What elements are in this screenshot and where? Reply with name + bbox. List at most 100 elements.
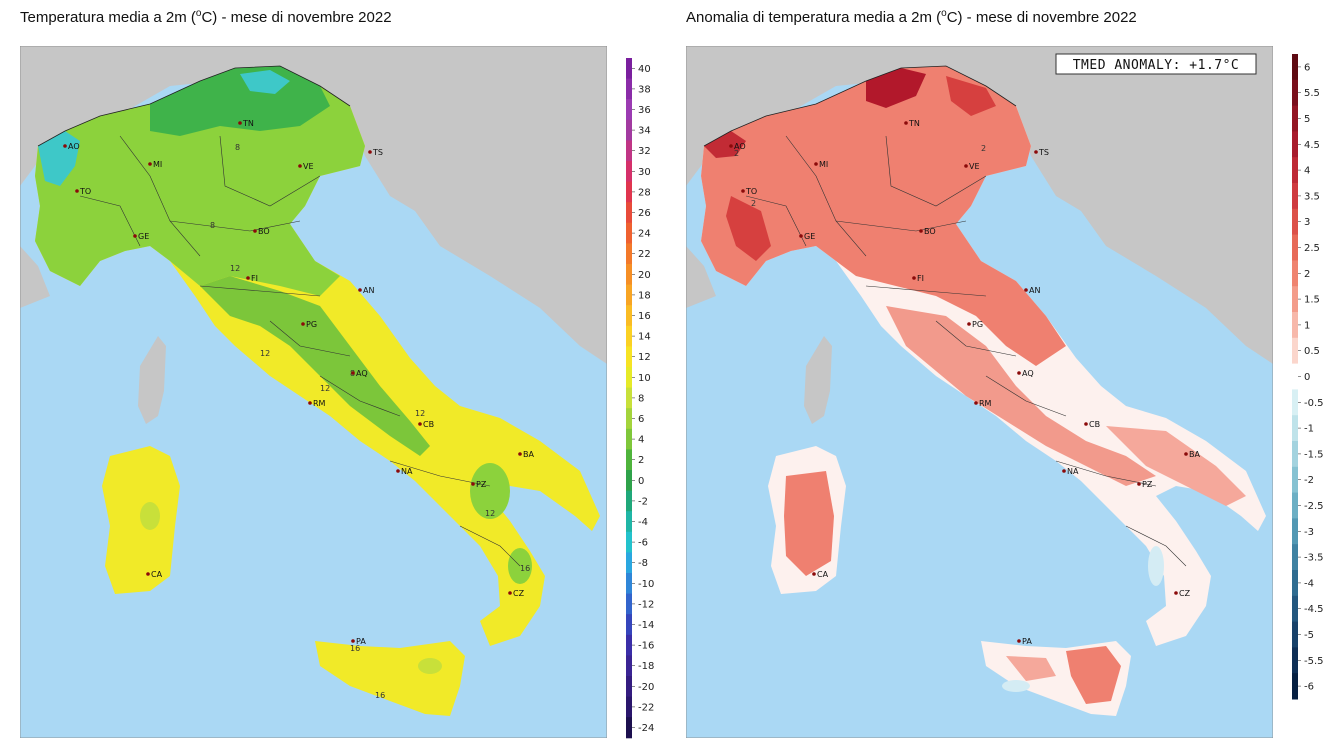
city-label-ve: VE [969,162,980,171]
city-dot-cz [1174,591,1178,595]
city-label-ge: GE [138,232,149,241]
city-dot-pz [1137,482,1141,486]
colorbar-swatch [1292,54,1298,81]
isoline-label: 8 [235,143,240,152]
colorbar-tick-label: -1.5 [1304,449,1324,460]
colorbar-swatch [626,490,632,512]
city-label-bo: BO [258,227,270,236]
isoline-label: 8 [210,221,215,230]
colorbar-swatch [626,161,632,183]
city-label-pg: PG [306,320,317,329]
city-dot-fi [912,276,916,280]
colorbar-tick-label: 2 [638,455,644,466]
temperature-map: 8 8 12 12 12 8 12 12 16 16 16 AOTNTSMIVE… [20,46,607,738]
city-dot-tn [238,121,242,125]
city-dot-ca [812,572,816,576]
colorbar-swatch [626,552,632,574]
isoline-label: 2 [751,199,756,208]
colorbar-swatch [1292,492,1298,519]
colorbar-tick-label: 8 [638,393,644,404]
city-dot-pg [967,322,971,326]
city-label-ts: TS [1038,148,1049,157]
colorbar-tick-label: -3.5 [1304,553,1324,564]
right-map-title: Anomalia di temperatura media a 2m (oC) … [686,8,1137,26]
city-dot-na [396,469,400,473]
colorbar-tick-label: 30 [638,167,651,178]
colorbar-tick-label: -18 [638,661,654,672]
city-dot-an [1024,288,1028,292]
colorbar-tick-label: 1.5 [1304,295,1320,306]
city-dot-an [358,288,362,292]
colorbar-swatch [1292,260,1298,287]
colorbar-swatch [626,573,632,595]
colorbar-tick-label: 28 [638,187,651,198]
anomaly-summary-box [1055,53,1257,75]
city-dot-cb [418,422,422,426]
colorbar-swatch [1292,647,1298,674]
colorbar-swatch [626,222,632,244]
city-dot-ba [1184,452,1188,456]
city-dot-bo [919,229,923,233]
city-label-ca: CA [151,570,163,579]
city-markers: AO TN TS MI VE TO GE BO FI AN PG AQ RM CB BA NA PZ CZ CA PA [729,119,1200,646]
colorbar-tick-label: 12 [638,352,651,363]
city-dot-ts [1034,150,1038,154]
city-dot-fi [246,276,250,280]
colorbar-tick-label: 5 [1304,114,1310,125]
city-dot-ba [518,452,522,456]
city-dot-cb [1084,422,1088,426]
colorbar-swatch [626,264,632,286]
city-label-na: NA [1067,467,1079,476]
colorbar-tick-label: -5 [1304,630,1314,641]
isoline-label: 16 [520,564,530,573]
colorbar-swatch [626,202,632,224]
city-dot-aq [351,371,355,375]
city-dot-ao [63,144,67,148]
city-label-pz: PZ [1142,480,1153,489]
city-dot-ge [799,234,803,238]
colorbar-tick-label: 6 [638,414,644,425]
colorbar-swatch [1292,131,1298,158]
neighbor-land [686,46,1273,364]
city-dot-ve [298,164,302,168]
colorbar-tick-label: -3 [1304,527,1314,538]
colorbar-swatch [1292,389,1298,416]
colorbar-swatch [1292,621,1298,648]
corsica [138,336,166,424]
city-label-mi: MI [819,160,828,169]
colorbar-tick-label: -8 [638,558,648,569]
city-dot-mi [814,162,818,166]
colorbar-tick-label: 16 [638,311,651,322]
city-label-to: TO [79,187,91,196]
isoline-label: 12 [260,349,270,358]
colorbar-swatch [626,78,632,100]
colorbar-swatch [626,99,632,121]
colorbar-tick-label: 0.5 [1304,346,1320,357]
city-label-ao: AO [68,142,80,151]
colorbar-tick-label: -1 [1304,424,1314,435]
colorbar-tick-label: 38 [638,84,651,95]
colorbar-swatch [1292,518,1298,545]
city-dot-ca [146,572,150,576]
city-label-mi: MI [153,160,162,169]
city-label-fi: FI [917,274,924,283]
colorbar-swatch [626,634,632,656]
city-dot-mi [148,162,152,166]
city-label-ca: CA [817,570,829,579]
colorbar-tick-label: 4.5 [1304,140,1320,151]
colorbar-swatch [1292,441,1298,468]
colorbar-tick-label: 10 [638,373,651,384]
city-dot-aq [1017,371,1021,375]
colorbar-tick-label: 6 [1304,62,1310,73]
apennine-green-zone [200,276,430,456]
city-markers: AO TN TS MI VE TO GE BO FI AN PG AQ RM CB BA NA PZ CZ CA PA [63,119,534,646]
temperature-colorbar: 40 38 36 34 32 30 28 26 24 22 20 18 16 14 12 10 8 6 4 2 0 -2-… [620,50,670,740]
city-dot-cz [508,591,512,595]
city-label-cz: CZ [513,589,525,598]
national-border [703,65,1017,147]
colorbar-tick-label: -4 [1304,578,1314,589]
colorbar-swatch [1292,79,1298,107]
colorbar-swatch [626,408,632,430]
region-borders [745,135,1187,567]
city-label-cb: CB [423,420,434,429]
